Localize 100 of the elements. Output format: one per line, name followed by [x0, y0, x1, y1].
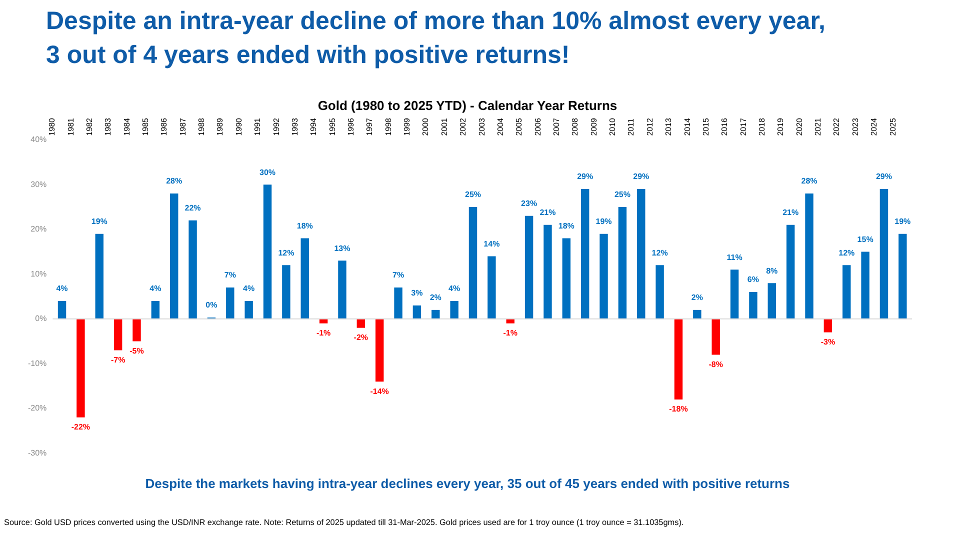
bar [375, 318, 384, 382]
x-tick-label: 1983 [104, 117, 113, 136]
bar [544, 224, 552, 319]
source-note: Source: Gold USD prices converted using the USD/INR exchange rate. Note: Returns of 2025 updated till 31-Mar-2025. Gold prices used are for 1 troy ounce (1 troy ounce = 31.1035gms). [4, 518, 684, 527]
x-tick-label: 1985 [141, 117, 150, 136]
bar [637, 189, 646, 319]
data-label: 21% [540, 208, 556, 218]
x-tick-label: 1996 [346, 117, 356, 136]
data-label: 7% [392, 270, 404, 280]
bar [394, 288, 402, 319]
data-label: 15% [857, 234, 874, 244]
data-label: 4% [56, 284, 68, 294]
data-label: 4% [243, 284, 255, 294]
bar [151, 300, 160, 319]
x-tick-label: 2008 [570, 117, 580, 136]
x-tick-label: 2009 [589, 117, 598, 136]
chart-subtitle: Gold (1980 to 2025 YTD) - Calendar Year Returns [316, 98, 618, 113]
bar [95, 234, 104, 319]
data-label: -8% [708, 360, 723, 369]
data-label: -14% [370, 386, 389, 396]
x-tick-label: 2021 [814, 117, 823, 136]
x-tick-label: 1998 [384, 117, 393, 136]
data-label: 2% [691, 293, 703, 302]
data-label: 28% [801, 176, 818, 186]
x-tick-label: 2018 [757, 117, 766, 136]
data-label: 28% [166, 176, 182, 186]
bar [338, 260, 346, 319]
x-tick-label: 2019 [776, 117, 786, 136]
y-tick-label: 30% [30, 180, 47, 189]
data-label: 30% [260, 168, 276, 177]
data-label: 0% [206, 300, 218, 310]
bar [282, 265, 290, 319]
data-label: 25% [464, 190, 482, 200]
chart-title: Despite an intra-year decline of more than 10% almost every year, 3 out of 4 years ended with positive returns! [46, 6, 826, 71]
bar [600, 234, 608, 319]
data-label: 12% [838, 248, 855, 258]
y-tick-label: 0% [35, 314, 47, 324]
x-tick-label: 2017 [738, 117, 748, 136]
bar [712, 318, 720, 355]
data-label: 11% [726, 252, 742, 262]
x-tick-label: 2012 [645, 117, 654, 136]
data-label: 19% [596, 217, 612, 226]
bar [898, 234, 907, 319]
x-tick-label: 1982 [84, 117, 94, 136]
data-label: -7% [110, 355, 126, 364]
bar [861, 252, 870, 319]
bar [524, 216, 534, 319]
data-label: 4% [150, 284, 162, 294]
data-label: 4% [448, 284, 460, 294]
bar [562, 238, 571, 319]
bar [263, 184, 272, 319]
x-tick-label: 1981 [66, 117, 76, 136]
x-tick-label: 1993 [290, 117, 300, 136]
x-tick-label: 2022 [832, 117, 842, 136]
x-tick-label: 2020 [794, 117, 804, 136]
y-tick-label: 20% [30, 224, 47, 234]
data-label: 6% [747, 275, 759, 284]
bar [488, 256, 496, 319]
bar [76, 318, 85, 418]
bar [786, 224, 795, 319]
x-tick-label: 2010 [608, 117, 618, 136]
bar [114, 318, 122, 350]
data-label: 29% [876, 172, 892, 182]
y-tick-label: 40% [30, 135, 47, 144]
bar [356, 318, 366, 328]
bar [468, 206, 478, 319]
data-label: 18% [558, 222, 574, 230]
data-label: 22% [184, 204, 201, 213]
bar [618, 206, 627, 319]
data-label: 19% [91, 217, 108, 226]
bar [880, 189, 888, 319]
data-label: -22% [71, 422, 90, 432]
x-tick-label: 1980 [48, 117, 57, 136]
data-label: 7% [224, 270, 236, 280]
x-tick-label: 2005 [514, 117, 524, 136]
bar [300, 238, 309, 319]
x-tick-label: 2025 [888, 117, 898, 136]
data-label: 19% [894, 217, 911, 226]
data-label: -2% [354, 333, 368, 342]
x-tick-label: 2013 [664, 117, 674, 136]
x-tick-label: 2016 [720, 117, 730, 136]
x-tick-label: 2011 [626, 118, 636, 136]
data-label: 8% [766, 266, 778, 276]
data-label: 12% [652, 248, 668, 258]
data-label: 23% [521, 199, 538, 208]
bar [132, 318, 141, 342]
data-label: 14% [484, 239, 500, 248]
data-label: -5% [130, 346, 144, 356]
x-tick-label: 1992 [272, 117, 281, 136]
x-tick-label: 1984 [122, 117, 132, 136]
data-label: 18% [296, 222, 313, 230]
x-tick-label: 2014 [682, 117, 692, 136]
x-tick-label: 1997 [365, 117, 374, 136]
x-tick-label: 2007 [552, 117, 562, 136]
bar [432, 310, 440, 319]
data-label: 29% [633, 172, 650, 182]
bar [412, 305, 422, 319]
data-label: -1% [316, 328, 331, 338]
x-tick-label: 2000 [421, 117, 430, 136]
bar [693, 310, 702, 319]
